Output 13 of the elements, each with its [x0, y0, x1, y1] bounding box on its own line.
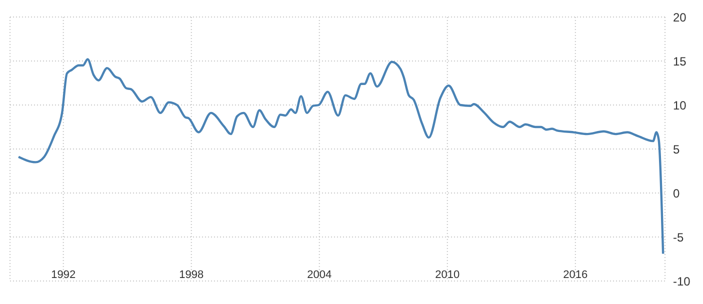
x-tick-label: 2016	[563, 269, 588, 281]
y-tick-label: 20	[673, 10, 687, 24]
y-tick-label: -10	[673, 274, 691, 288]
x-tick-label: 1998	[179, 269, 204, 281]
y-tick-label: 15	[673, 54, 687, 68]
x-tick-label: 1992	[51, 269, 76, 281]
x-tick-label: 2010	[435, 269, 460, 281]
line-series	[17, 58, 664, 255]
y-tick-label: -5	[673, 230, 684, 244]
y-tick-label: 10	[673, 98, 687, 112]
y-tick-label: 0	[673, 186, 680, 200]
y-tick-label: 5	[673, 142, 680, 156]
x-tick-label: 2004	[307, 269, 332, 281]
